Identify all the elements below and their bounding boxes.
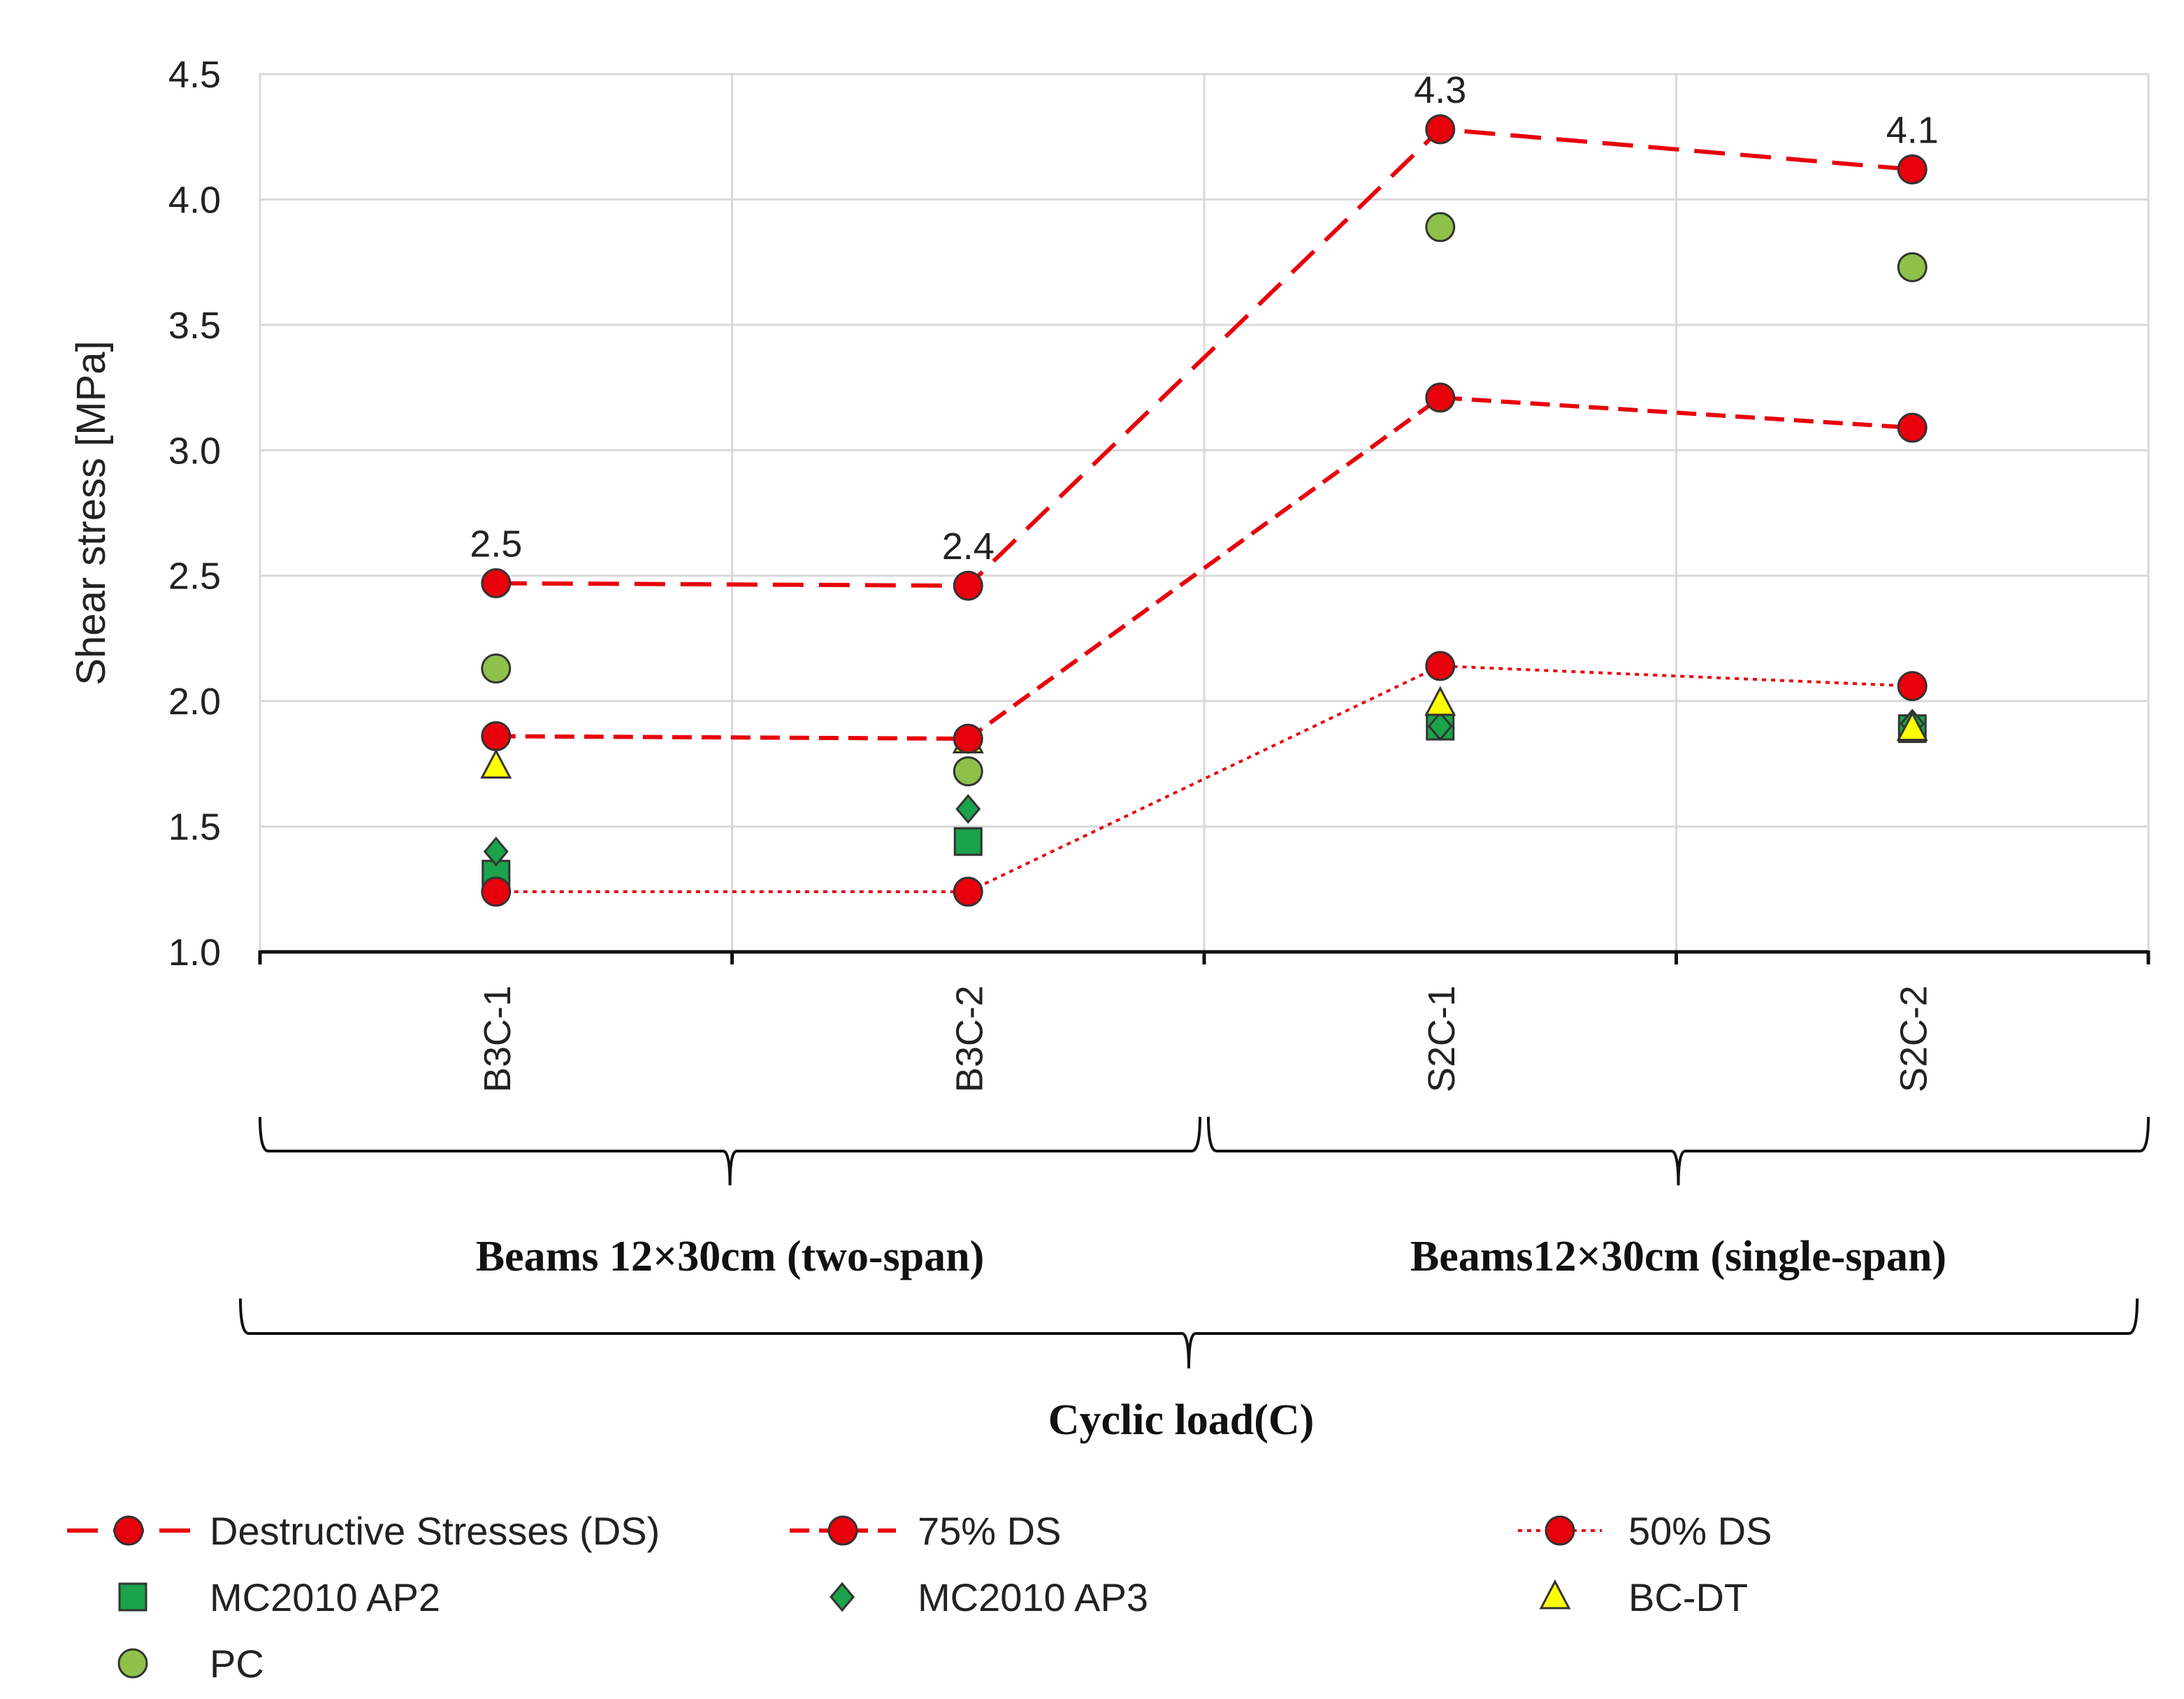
data-label: 2.5 [470,523,522,565]
data-point-ds75 [953,723,983,754]
data-point-bcdt [1424,686,1456,716]
data-point-ap2 [953,827,983,856]
series-line-ds [496,126,1913,588]
data-point-ap3 [483,837,509,867]
data-label: 4.1 [1886,109,1939,151]
legend-marker-ap3 [830,1582,855,1612]
data-point-pc [953,756,983,787]
legend-label: Destructive Stresses (DS) [210,1509,660,1553]
y-tick-label: 2.0 [168,681,221,723]
legend-item-ds50: 50% DS [1518,1509,1772,1553]
axes: 1.0 1.5 2.0 2.5 3.0 3.5 4.0 4.5 Shear stress [MP… [68,54,2150,1092]
legend-item-pc: PC [117,1642,264,1686]
legend-label: BC-DT [1628,1575,1748,1619]
data-point-ds50 [1897,671,1928,702]
legend-label: 50% DS [1628,1509,1772,1553]
data-point-pc [481,653,512,684]
y-tick-label: 3.5 [168,305,221,347]
x-tick-label: S2C-1 [1421,985,1463,1092]
legend-label: PC [210,1642,264,1686]
legend-marker-pc [117,1648,148,1679]
data-point-ds [1897,154,1928,185]
data-point-pc [1425,212,1456,243]
legend-label: MC2010 AP3 [918,1575,1148,1619]
y-tick-label: 3.0 [168,430,221,472]
super-group-label: Cyclic load(C) [1048,1396,1315,1444]
legend-item-ap2: MC2010 AP2 [118,1575,440,1619]
data-point-ap3 [955,794,981,824]
data-point-pc [1897,252,1928,282]
category-brackets: Beams 12×30cm (two-span) Beams12×30cm (si… [239,1116,2150,1444]
data-point-bcdt [480,749,512,779]
data-point-ds [1425,114,1456,145]
data-point-ds75 [481,721,512,751]
data-point-ds [481,567,512,598]
legend-item-ap3: MC2010 AP3 [830,1575,1148,1619]
y-tick-label: 4.0 [168,179,221,221]
y-tick-label: 2.5 [168,556,221,598]
y-axis-label: Shear stress [MPa] [68,340,114,685]
legend-item-ds75: 75% DS [790,1509,1061,1553]
data-label: 4.3 [1414,69,1466,111]
legend-label: MC2010 AP2 [210,1575,440,1619]
y-tick-label: 4.5 [168,54,221,96]
data-point-ap3 [1427,711,1453,742]
data-point-ds50 [953,876,983,907]
plot-area: 2.5 2.4 4.3 4.1 [470,69,1939,907]
legend-item-bcdt: BC-DT [1539,1575,1748,1619]
legend-marker-ds75 [827,1515,858,1546]
y-tick-label: 1.5 [168,807,221,848]
data-point-ds [953,570,983,601]
data-point-ds75 [1425,382,1456,413]
legend-label: 75% DS [918,1509,1061,1553]
data-point-bcdt [1896,711,1928,742]
legend: Destructive Stresses (DS) 75% DS 50% DS MC2… [67,1509,1772,1686]
x-tick-label: B3C-2 [948,985,990,1092]
legend-marker-ds50 [1545,1515,1575,1546]
y-tick-label: 1.0 [168,932,221,974]
group-bracket [259,1116,1201,1186]
data-label: 2.4 [942,526,995,567]
data-point-ds50 [1425,651,1456,681]
group-label: Beams 12×30cm (two-span) [476,1233,985,1280]
x-tick-label: S2C-2 [1893,985,1934,1092]
legend-marker-ds [113,1515,144,1546]
legend-marker-ap2 [118,1582,147,1612]
legend-item-ds: Destructive Stresses (DS) [67,1509,660,1553]
data-point-ds75 [1897,412,1928,443]
group-label: Beams12×30cm (single-span) [1410,1233,1946,1280]
super-group-bracket [239,1298,2139,1369]
group-bracket [1207,1116,2150,1186]
legend-marker-bcdt [1539,1579,1571,1610]
grid [259,73,2150,953]
data-point-ds50 [481,876,512,907]
x-tick-label: B3C-1 [477,985,519,1092]
series-line-ds75 [496,395,1913,741]
